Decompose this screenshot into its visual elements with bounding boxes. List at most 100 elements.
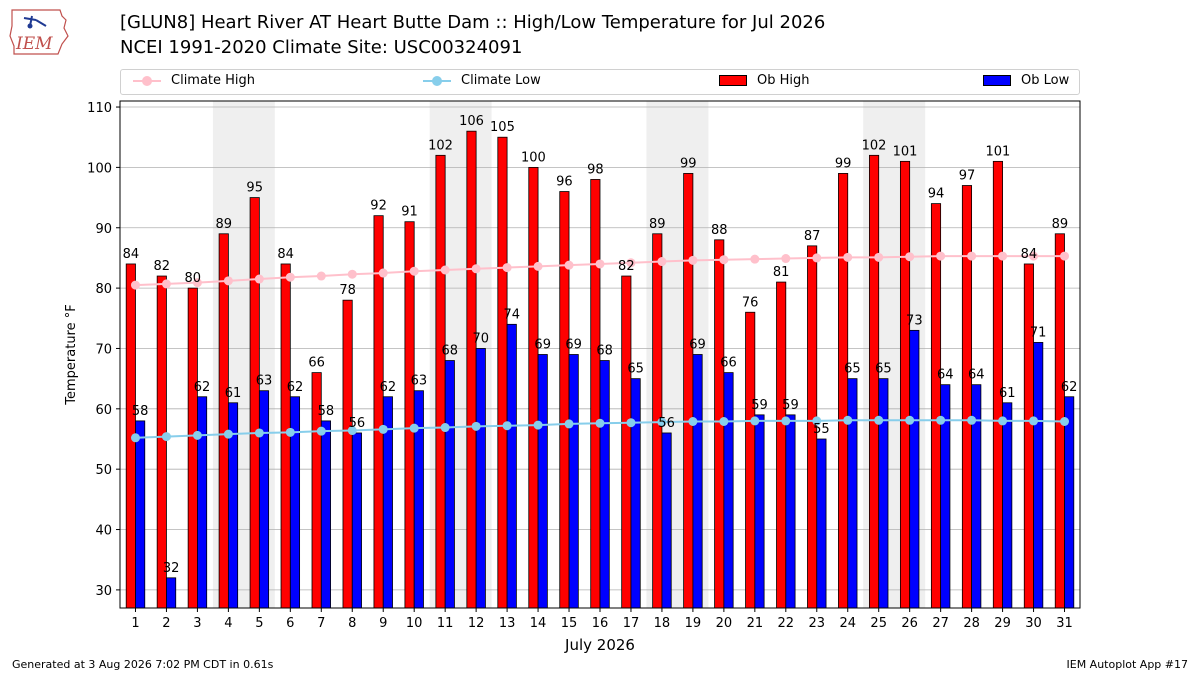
ob-high-bar xyxy=(280,263,291,609)
ob-high-label: 87 xyxy=(804,229,821,244)
ob-high-label: 101 xyxy=(893,144,918,159)
ob-high-label: 81 xyxy=(773,265,790,280)
ob-low-label: 69 xyxy=(565,338,582,353)
climate-low-point xyxy=(874,415,884,425)
ob-high-bar xyxy=(1023,263,1034,609)
ob-low-bar xyxy=(227,402,239,609)
climate-low-point xyxy=(750,416,760,426)
x-tick-label: 10 xyxy=(406,616,423,631)
weekend-shading xyxy=(646,101,709,608)
x-tick-label: 30 xyxy=(1025,616,1042,631)
ob-high-label: 76 xyxy=(742,295,759,310)
climate-low-point xyxy=(1029,416,1039,426)
climate-high-point xyxy=(161,279,171,289)
ob-low-label: 69 xyxy=(689,338,706,353)
climate-low-point xyxy=(316,426,326,436)
climate-low-point xyxy=(936,415,946,425)
ob-high-label: 97 xyxy=(959,169,976,184)
ob-high-bar xyxy=(838,173,849,609)
climate-low-point xyxy=(967,415,977,425)
ob-high-bar xyxy=(497,136,508,609)
weekend-shading xyxy=(863,101,926,608)
climate-high-point xyxy=(626,258,636,268)
ob-low-label: 66 xyxy=(720,356,737,371)
ob-low-label: 58 xyxy=(318,404,335,419)
ob-low-label: 62 xyxy=(287,380,304,395)
climate-high-point xyxy=(130,280,140,290)
ob-high-bar xyxy=(652,233,663,609)
x-tick-label: 13 xyxy=(499,616,516,631)
climate-low-point xyxy=(1060,416,1070,426)
climate-high-point xyxy=(812,253,822,263)
weekend-shading xyxy=(429,101,492,608)
x-tick-label: 31 xyxy=(1056,616,1073,631)
x-tick-label: 2 xyxy=(162,616,170,631)
climate-high-point xyxy=(719,255,729,265)
x-tick-label: 8 xyxy=(348,616,356,631)
ob-low-label: 62 xyxy=(380,380,397,395)
climate-high-point xyxy=(1060,251,1070,261)
climate-high-point xyxy=(874,252,884,262)
ob-low-label: 69 xyxy=(534,338,551,353)
climate-high-point xyxy=(657,257,667,267)
ob-high-label: 88 xyxy=(711,223,728,238)
ob-high-label: 99 xyxy=(680,156,697,171)
ob-low-bar xyxy=(1064,396,1075,609)
climate-high-point xyxy=(936,251,946,261)
climate-high-point xyxy=(688,255,698,265)
y-tick-label: 30 xyxy=(95,584,112,599)
climate-low-point xyxy=(843,415,853,425)
ob-high-label: 78 xyxy=(339,283,356,298)
ob-high-bar xyxy=(218,233,229,609)
climate-high-point xyxy=(781,254,791,264)
x-tick-label: 7 xyxy=(317,616,325,631)
climate-high-point xyxy=(905,252,915,262)
ob-high-swatch xyxy=(719,75,747,86)
ob-low-bar xyxy=(320,420,331,609)
climate-high-point xyxy=(533,261,543,271)
ob-high-label: 98 xyxy=(587,162,604,177)
climate-high-point xyxy=(347,269,357,279)
ob-high-bar xyxy=(961,185,973,609)
ob-high-bar xyxy=(187,287,198,609)
ob-low-label: 63 xyxy=(256,374,273,389)
ob-high-bar xyxy=(125,263,136,609)
ob-low-label: 59 xyxy=(782,398,799,413)
ob-low-label: 56 xyxy=(349,416,366,431)
x-tick-label: 27 xyxy=(932,616,949,631)
ob-low-label: 65 xyxy=(875,362,892,377)
ob-high-label: 101 xyxy=(986,144,1011,159)
ob-low-bar xyxy=(599,360,610,609)
legend-label: Ob Low xyxy=(1021,73,1070,88)
ob-high-bar xyxy=(992,160,1003,609)
ob-high-bar xyxy=(249,197,260,609)
x-tick-label: 6 xyxy=(286,616,294,631)
climate-high-point xyxy=(998,251,1008,261)
ob-high-label: 95 xyxy=(246,181,263,196)
x-tick-label: 29 xyxy=(994,616,1011,631)
climate-high-point xyxy=(223,276,233,286)
ob-low-label: 64 xyxy=(968,368,985,383)
climate-high-point xyxy=(440,265,450,275)
ob-high-label: 94 xyxy=(928,187,945,202)
ob-high-label: 100 xyxy=(521,150,546,165)
ob-high-bar xyxy=(342,299,353,609)
climate-low-point xyxy=(440,423,450,433)
ob-low-label: 62 xyxy=(194,380,211,395)
climate-low-point xyxy=(905,415,915,425)
ob-low-bar xyxy=(382,396,393,609)
ob-low-bar xyxy=(351,432,362,609)
y-tick-label: 100 xyxy=(87,161,112,176)
climate-low-point xyxy=(471,421,481,431)
climate-low-point xyxy=(378,424,388,434)
ob-low-label: 62 xyxy=(1061,380,1078,395)
ob-low-bar xyxy=(258,390,270,609)
ob-high-label: 92 xyxy=(370,199,387,214)
ob-high-bar xyxy=(466,130,477,609)
ob-low-bar xyxy=(692,354,703,609)
x-tick-label: 20 xyxy=(716,616,733,631)
ob-high-label: 82 xyxy=(618,259,635,274)
climate-high-line xyxy=(135,255,1065,287)
climate-high-point xyxy=(750,254,760,264)
ob-low-bar xyxy=(847,378,858,609)
